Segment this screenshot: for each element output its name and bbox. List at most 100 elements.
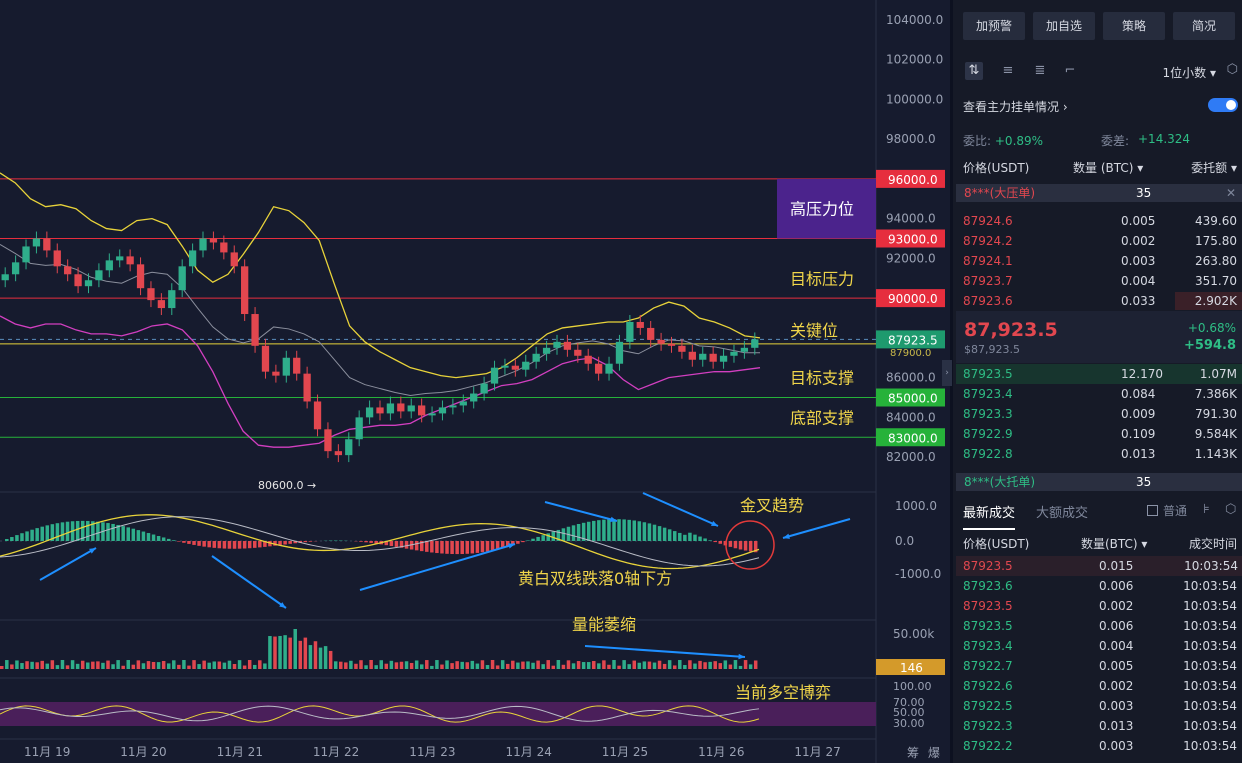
macd-histogram-bar (703, 538, 707, 541)
price-tick-label: 92000.0 (886, 251, 936, 265)
bids-only-icon[interactable]: ≡ (1002, 63, 1014, 78)
macd-histogram-bar (526, 540, 530, 541)
candle-body (667, 343, 676, 346)
macd-histogram-bar (80, 520, 85, 541)
macd-histogram-bar (698, 536, 702, 541)
macd-dif-line (0, 514, 760, 570)
ask-row[interactable]: 87924.2 0.002 175.80 (963, 231, 1241, 251)
volume-bar (70, 660, 75, 669)
add-alert-button[interactable]: 加预警 (963, 12, 1025, 40)
volume-bar (35, 662, 39, 669)
macd-histogram-bar (177, 541, 181, 542)
normal-checkbox[interactable] (1147, 505, 1158, 516)
decimal-select[interactable]: 1位小数 ▾ (1162, 66, 1216, 80)
volume-bar (96, 661, 100, 669)
trade-qty: 0.002 (1099, 679, 1134, 693)
macd-histogram-bar (551, 531, 556, 541)
bid-row[interactable]: 87922.9 0.109 9.584K (963, 424, 1241, 444)
trade-qty: 0.005 (1099, 659, 1134, 673)
volume-bar (177, 664, 181, 669)
volume-bar (571, 663, 576, 669)
chart-area[interactable]: 104000.0 102000.0 100000.0 98000.0 94000.0 92… (0, 0, 950, 763)
candle-body (209, 238, 218, 243)
volume-bar (308, 645, 313, 669)
volume-bar (323, 646, 328, 669)
macd-histogram-bar (592, 520, 596, 541)
bid-row[interactable]: 87923.5 12.170 1.07M (963, 364, 1241, 384)
volume-bar (460, 661, 464, 669)
ask-row[interactable]: 87924.1 0.003 263.80 (963, 251, 1241, 271)
ask-depth-bar (1175, 292, 1242, 310)
add-watchlist-button[interactable]: 加自选 (1033, 12, 1095, 40)
volume-bar (490, 660, 495, 669)
volume-bar (536, 660, 540, 669)
macd-histogram-bar (475, 541, 480, 553)
asks-only-icon[interactable]: ≣ (1034, 63, 1046, 78)
tab-large-trades[interactable]: 大额成交 (1036, 506, 1089, 521)
bid-row[interactable]: 87922.8 0.013 1.143K (963, 444, 1241, 464)
macd-note-label: 黄白双线跌落0轴下方 (518, 569, 672, 588)
x-tick-label: 11月 27 (794, 745, 840, 759)
trade-price: 87923.5 (963, 599, 1013, 613)
close-icon[interactable]: ✕ (1225, 186, 1236, 200)
tab-latest-trades[interactable]: 最新成交 (963, 502, 1016, 530)
trade-price: 87922.7 (963, 659, 1013, 673)
collapse-panel-button[interactable]: › (942, 360, 952, 386)
large-ask-name: 8***(大压单) (964, 186, 1035, 200)
macd-histogram-bar (647, 523, 652, 541)
ask-row[interactable]: 87923.6 0.033 2.902K (963, 291, 1241, 311)
price-level-badge (876, 289, 945, 308)
volume-bar (197, 664, 201, 669)
macd-histogram-bar (197, 541, 201, 546)
x-tick-label: 11月 19 (24, 745, 70, 759)
candle-body (116, 256, 124, 261)
volume-trend-arrow (584, 645, 746, 658)
volume-bar (435, 660, 439, 669)
trade-price: 87922.5 (963, 699, 1013, 713)
candlestick-chart[interactable]: 104000.0 102000.0 100000.0 98000.0 94000.0 92… (0, 0, 950, 763)
col-qty[interactable]: 数量 (BTC) ▾ (1073, 161, 1144, 175)
trade-qty: 0.003 (1099, 699, 1134, 713)
x-tick-label: 11月 22 (313, 745, 359, 759)
macd-histogram-bar (65, 521, 70, 541)
volume-bar (430, 665, 434, 669)
trade-col-qty[interactable]: 数量(BTC) ▾ (1081, 537, 1148, 551)
ask-row[interactable]: 87924.6 0.005 439.60 (963, 211, 1241, 231)
macd-histogram-bar (247, 541, 252, 549)
main-orders-toggle[interactable] (1208, 98, 1238, 112)
macd-histogram-bar (227, 541, 232, 549)
macd-top-arrow (544, 501, 618, 522)
macd-histogram-bar (35, 528, 39, 541)
bid-row[interactable]: 87923.4 0.084 7.386K (963, 384, 1241, 404)
diff-label: 委差: (1101, 134, 1130, 148)
col-amount[interactable]: 委托额 ▾ (1191, 161, 1237, 175)
macd-histogram-bar (738, 541, 743, 550)
trade-settings-icon[interactable]: ⬡ (1225, 502, 1237, 517)
ask-row[interactable]: 87923.7 0.004 351.70 (963, 271, 1241, 291)
macd-tick-label: 1000.0 (895, 499, 937, 513)
both-sides-icon[interactable]: ⇅ (965, 62, 983, 80)
price-tick-label: 82000.0 (886, 450, 936, 464)
depth-icon[interactable]: ⌐ (1064, 63, 1076, 78)
price-tick-label: 104000.0 (886, 13, 943, 27)
macd-histogram-bar (622, 519, 626, 541)
volume-bar (166, 663, 171, 669)
ask-amount: 2.902K (1194, 294, 1237, 308)
macd-histogram-bar (657, 526, 662, 541)
volume-bar (450, 663, 454, 669)
overview-button[interactable]: 简况 (1173, 12, 1235, 40)
settings-icon[interactable]: ⬡ (1226, 62, 1238, 77)
volume-bar (172, 660, 176, 669)
ask-amount: 439.60 (1195, 214, 1237, 228)
candle-body (345, 439, 353, 456)
check-orders-link[interactable]: 查看主力挂单情况 (963, 100, 1060, 114)
candle-body (74, 274, 82, 287)
macd-histogram-bar (718, 541, 723, 544)
filter-icon[interactable]: ⊧ (1203, 502, 1210, 517)
last-price-box: 87,923.5 $87,923.5 +0.68% +594.8 (956, 311, 1242, 363)
strategy-button[interactable]: 策略 (1103, 12, 1165, 40)
bid-row[interactable]: 87923.3 0.009 791.30 (963, 404, 1241, 424)
volume-bar (455, 661, 459, 669)
macd-histogram-bar (288, 541, 292, 544)
macd-histogram-bar (409, 541, 414, 550)
